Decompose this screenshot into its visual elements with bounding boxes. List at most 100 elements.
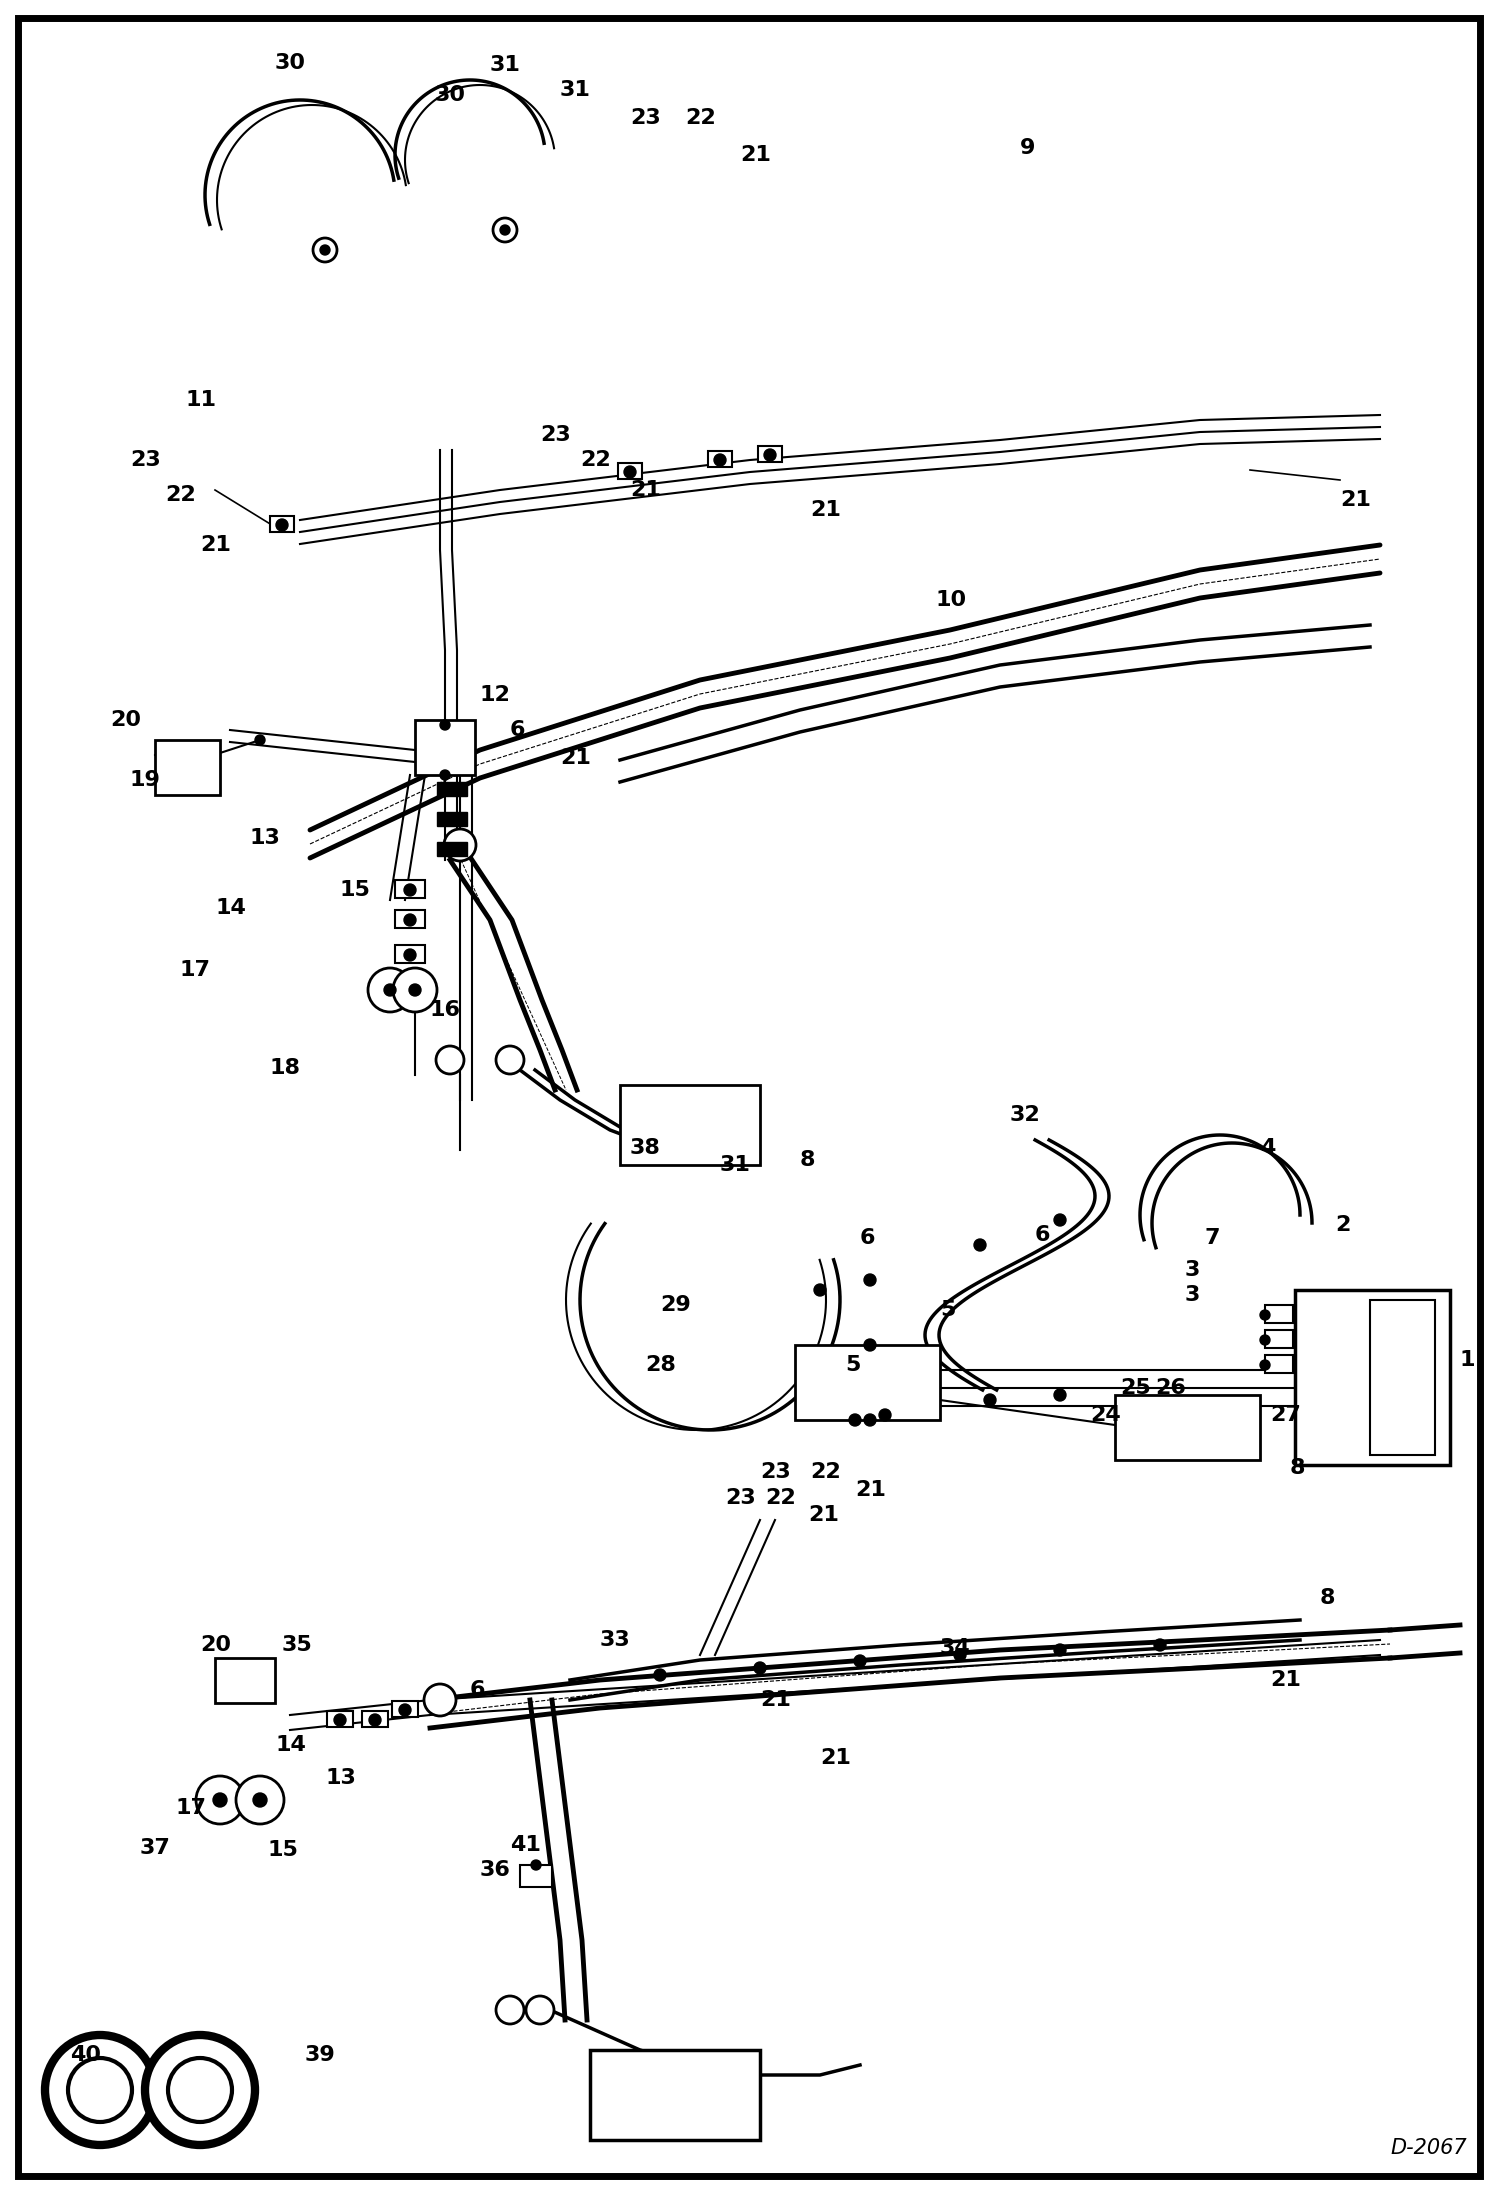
- Text: 2: 2: [1335, 1215, 1350, 1235]
- Circle shape: [276, 520, 288, 531]
- Circle shape: [404, 950, 416, 961]
- Text: 9: 9: [1020, 138, 1035, 158]
- Text: 31: 31: [560, 79, 590, 101]
- Circle shape: [168, 2058, 232, 2122]
- Text: 10: 10: [935, 590, 966, 610]
- Text: 6: 6: [1035, 1224, 1050, 1244]
- Bar: [437, 812, 467, 825]
- Circle shape: [67, 2058, 132, 2122]
- Circle shape: [854, 1654, 866, 1667]
- Text: 21: 21: [1341, 489, 1371, 509]
- Text: 23: 23: [759, 1461, 791, 1481]
- Circle shape: [213, 1792, 228, 1808]
- Circle shape: [436, 1047, 464, 1075]
- Text: 40: 40: [70, 2045, 100, 2065]
- Text: 17: 17: [175, 1799, 207, 1819]
- Text: 21: 21: [740, 145, 771, 165]
- Text: 26: 26: [1155, 1378, 1186, 1398]
- Circle shape: [764, 450, 776, 461]
- Text: 22: 22: [810, 1461, 840, 1481]
- Text: 23: 23: [130, 450, 160, 470]
- Text: 20: 20: [201, 1635, 231, 1654]
- Circle shape: [440, 720, 449, 731]
- Circle shape: [334, 1714, 346, 1727]
- Circle shape: [879, 1409, 891, 1422]
- Text: 18: 18: [270, 1058, 301, 1077]
- Text: 21: 21: [1270, 1670, 1300, 1689]
- Bar: [1264, 1330, 1293, 1347]
- Circle shape: [496, 1997, 524, 2025]
- Text: 21: 21: [807, 1505, 839, 1525]
- Text: 19: 19: [130, 770, 160, 790]
- Bar: [709, 452, 733, 467]
- Text: 33: 33: [601, 1630, 631, 1650]
- Text: 3: 3: [1185, 1259, 1200, 1279]
- Circle shape: [398, 1705, 410, 1716]
- Text: 7: 7: [1204, 1229, 1221, 1248]
- Circle shape: [864, 1338, 876, 1352]
- Circle shape: [1260, 1310, 1270, 1321]
- Text: 8: 8: [1290, 1459, 1305, 1479]
- Text: 30: 30: [276, 53, 306, 72]
- Circle shape: [383, 983, 395, 996]
- Text: 1: 1: [1461, 1349, 1476, 1369]
- Bar: [619, 463, 643, 478]
- Circle shape: [1055, 1213, 1067, 1226]
- Circle shape: [404, 884, 416, 895]
- Text: 21: 21: [810, 500, 840, 520]
- Text: 23: 23: [539, 426, 571, 445]
- Circle shape: [849, 1413, 861, 1426]
- Circle shape: [526, 1997, 554, 2025]
- Text: 36: 36: [479, 1861, 511, 1880]
- Text: 13: 13: [250, 827, 282, 849]
- Text: 25: 25: [1121, 1378, 1150, 1398]
- Text: 17: 17: [180, 961, 211, 981]
- Text: 21: 21: [631, 480, 661, 500]
- Circle shape: [1055, 1389, 1067, 1402]
- Circle shape: [196, 1775, 244, 1823]
- Text: 22: 22: [685, 108, 716, 127]
- Text: 22: 22: [765, 1488, 795, 1507]
- Text: 13: 13: [325, 1768, 357, 1788]
- Bar: [415, 720, 475, 774]
- Bar: [590, 2049, 759, 2139]
- Text: 21: 21: [201, 535, 231, 555]
- Text: 35: 35: [282, 1635, 313, 1654]
- Circle shape: [424, 1685, 455, 1716]
- Bar: [520, 1865, 551, 1887]
- Text: 15: 15: [340, 880, 372, 900]
- Text: 8: 8: [800, 1150, 815, 1169]
- Text: 6: 6: [470, 1681, 485, 1700]
- Bar: [1371, 1301, 1435, 1455]
- Text: 5: 5: [941, 1301, 956, 1321]
- Text: 11: 11: [184, 391, 216, 410]
- Text: 23: 23: [725, 1488, 756, 1507]
- Circle shape: [45, 2036, 154, 2146]
- Text: 23: 23: [631, 108, 661, 127]
- Circle shape: [655, 1670, 667, 1681]
- Text: D-2067: D-2067: [1390, 2137, 1467, 2159]
- Text: 30: 30: [434, 86, 466, 105]
- Circle shape: [443, 829, 476, 860]
- Text: 20: 20: [109, 711, 141, 731]
- Bar: [216, 1659, 276, 1703]
- Text: 14: 14: [276, 1735, 306, 1755]
- Circle shape: [974, 1240, 986, 1251]
- Bar: [395, 880, 425, 897]
- Circle shape: [392, 968, 437, 1011]
- Text: 4: 4: [1260, 1139, 1275, 1158]
- Bar: [154, 739, 220, 794]
- Bar: [437, 842, 467, 856]
- Circle shape: [440, 770, 449, 781]
- Bar: [395, 946, 425, 963]
- Circle shape: [253, 1792, 267, 1808]
- Bar: [1264, 1305, 1293, 1323]
- Text: 39: 39: [306, 2045, 336, 2065]
- Text: 16: 16: [430, 1000, 461, 1020]
- Text: 22: 22: [580, 450, 611, 470]
- Text: 37: 37: [139, 1839, 171, 1858]
- Bar: [363, 1711, 388, 1727]
- Text: 21: 21: [759, 1689, 791, 1709]
- Text: 21: 21: [560, 748, 590, 768]
- Bar: [620, 1086, 759, 1165]
